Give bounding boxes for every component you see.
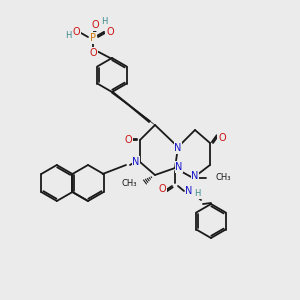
Text: P: P	[90, 33, 96, 43]
Polygon shape	[112, 92, 151, 123]
Text: O: O	[106, 27, 114, 37]
Text: O: O	[72, 27, 80, 37]
Text: H: H	[65, 32, 71, 40]
Text: O: O	[124, 135, 132, 145]
Text: H: H	[101, 16, 107, 26]
Text: H: H	[194, 190, 200, 199]
Text: O: O	[218, 133, 226, 143]
Text: N: N	[191, 171, 199, 181]
Text: CH₃: CH₃	[122, 178, 137, 188]
Polygon shape	[111, 91, 155, 125]
Text: N: N	[175, 162, 183, 172]
Text: N: N	[185, 186, 193, 196]
Text: CH₃: CH₃	[215, 173, 230, 182]
Text: O: O	[91, 20, 99, 30]
Text: N: N	[132, 157, 140, 167]
Text: O: O	[158, 184, 166, 194]
Text: O: O	[89, 48, 97, 58]
Text: N: N	[174, 143, 182, 153]
